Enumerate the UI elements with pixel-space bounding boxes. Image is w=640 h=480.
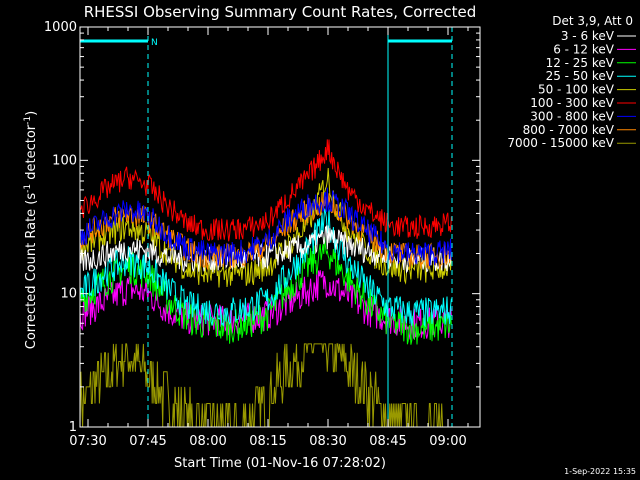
legend-header: Det 3,9, Att 0 bbox=[552, 14, 633, 28]
y-tick-label: 100 bbox=[52, 153, 77, 168]
x-tick-label: 07:30 bbox=[69, 434, 106, 449]
date-stamp: 1-Sep-2022 15:35 bbox=[564, 467, 636, 476]
legend-label: 25 - 50 keV bbox=[546, 69, 615, 83]
legend-label: 12 - 25 keV bbox=[546, 56, 615, 70]
legend-label: 800 - 7000 keV bbox=[523, 123, 615, 137]
series-2-line bbox=[79, 237, 452, 345]
plot-frame bbox=[79, 26, 481, 428]
x-tick-label: 08:45 bbox=[369, 434, 406, 449]
y-tick-label: 10 bbox=[60, 287, 77, 302]
x-tick-label: 08:15 bbox=[249, 434, 286, 449]
y-tick-label: 1000 bbox=[44, 20, 77, 35]
night-markers: N bbox=[80, 27, 453, 427]
x-tick-label: 08:30 bbox=[309, 434, 346, 449]
x-tick-label: 07:45 bbox=[129, 434, 166, 449]
night-flag-label: N bbox=[151, 38, 158, 48]
series-8-line bbox=[79, 343, 452, 428]
legend-label: 3 - 6 keV bbox=[561, 29, 615, 43]
legend-label: 50 - 100 keV bbox=[538, 83, 615, 97]
y-axis-label: Corrected Count Rate (s-1 detector-1) bbox=[23, 111, 39, 349]
series-1-line bbox=[79, 270, 452, 340]
chart-title: RHESSI Observing Summary Count Rates, Co… bbox=[84, 3, 477, 21]
legend-label: 7000 - 15000 keV bbox=[507, 136, 614, 150]
y-axis: 1 10 100 1000 bbox=[44, 20, 480, 435]
data-layer bbox=[79, 139, 452, 428]
legend-label: 6 - 12 keV bbox=[553, 42, 615, 56]
x-axis-label: Start Time (01-Nov-16 07:28:02) bbox=[174, 456, 386, 471]
x-axis: 07:30 07:45 08:00 08:15 08:30 08:45 09:00 bbox=[69, 27, 469, 449]
legend-label: 300 - 800 keV bbox=[530, 109, 614, 123]
series-6-line bbox=[79, 187, 452, 267]
series-5-line bbox=[79, 139, 452, 242]
series-3-line bbox=[79, 208, 452, 328]
legend-label: 100 - 300 keV bbox=[530, 96, 614, 110]
x-tick-label: 09:00 bbox=[429, 434, 466, 449]
x-tick-label: 08:00 bbox=[189, 434, 226, 449]
y-tick-label: 1 bbox=[69, 420, 77, 435]
